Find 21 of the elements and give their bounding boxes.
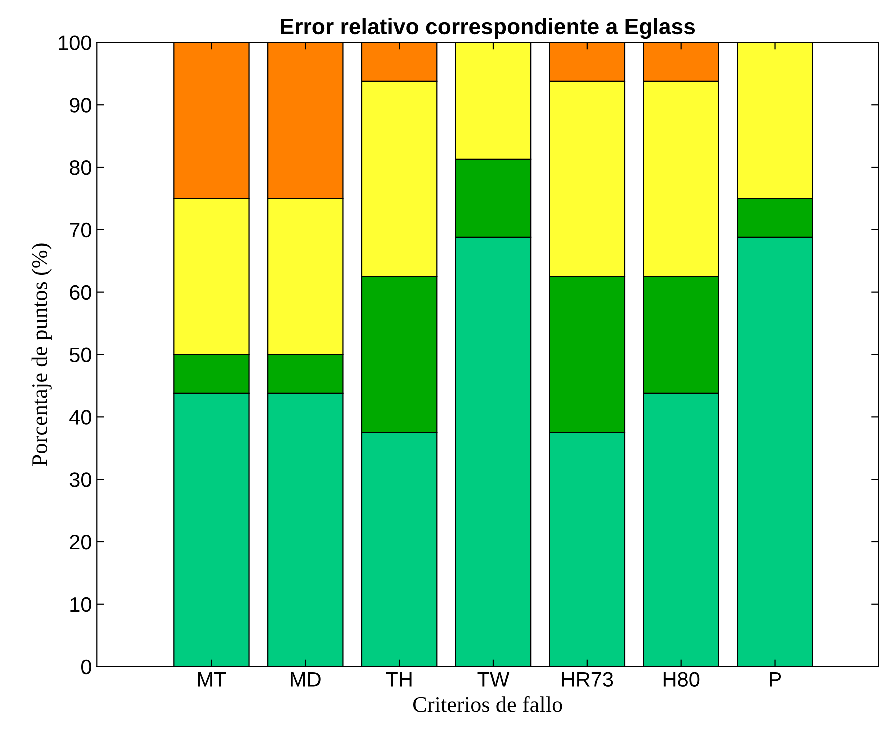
- y-tick-label: 100: [59, 36, 92, 50]
- x-tick-label: HR73: [562, 672, 614, 687]
- x-tick-label: TH: [386, 672, 412, 687]
- y-tick-label: 70: [70, 222, 92, 238]
- chart-title: Error relativo correspondiente a Eglass: [281, 18, 696, 40]
- x-tick-label: P: [770, 672, 782, 687]
- x-tick-label: H80: [664, 672, 700, 687]
- y-tick-label: 30: [70, 472, 92, 488]
- x-axis-title: Criterios de fallo: [413, 696, 562, 712]
- y-tick-label: 60: [70, 285, 92, 300]
- x-tick-label: MT: [198, 672, 226, 687]
- y-tick-label: 90: [70, 98, 92, 113]
- x-tick-label: MD: [291, 672, 321, 687]
- y-tick-label: 50: [70, 348, 92, 363]
- y-tick-label: 10: [70, 597, 92, 612]
- y-axis-title: Porcentaje de puntos (%): [32, 244, 52, 466]
- y-tick-label: 40: [70, 410, 92, 425]
- y-tick-label: 20: [70, 534, 92, 550]
- y-tick-label: 80: [70, 160, 92, 176]
- x-tick-label: TW: [478, 672, 510, 687]
- y-tick-label: 0: [81, 660, 92, 675]
